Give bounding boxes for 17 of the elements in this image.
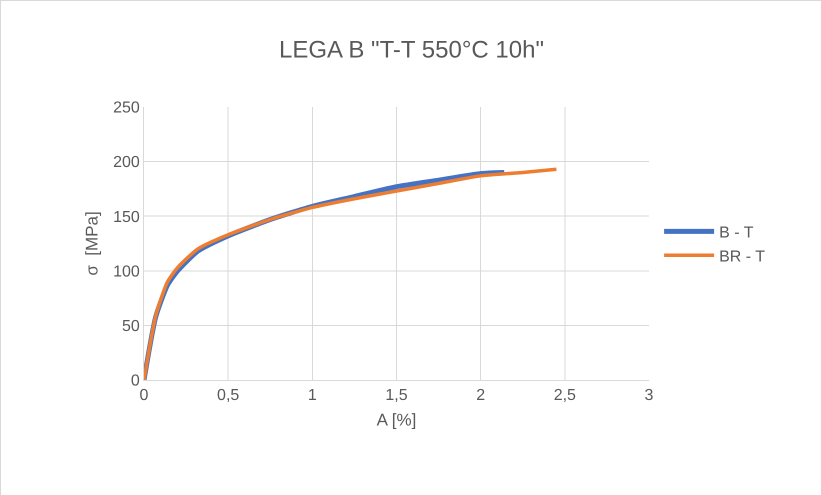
- x-tick-label: 1: [308, 387, 317, 404]
- chart-title: LEGA B "T-T 550°C 10h": [279, 36, 544, 64]
- x-tick-label: 1,5: [385, 387, 408, 404]
- legend-label: BR - T: [719, 248, 766, 266]
- x-tick-label: 0,5: [217, 387, 240, 404]
- legend-label: B - T: [719, 224, 754, 242]
- y-tick-label: 200: [113, 154, 140, 172]
- y-tick-label: 100: [113, 263, 140, 280]
- x-tick-label: 2: [476, 387, 486, 404]
- y-tick-label: 50: [122, 318, 140, 335]
- x-axis-title: A [%]: [376, 410, 416, 430]
- y-tick-label: 250: [113, 100, 140, 117]
- y-axis-title: σ [MPa]: [82, 211, 102, 276]
- y-tick-label: 0: [130, 372, 140, 390]
- x-tick-label: 2,5: [554, 387, 576, 404]
- y-tick-label: 150: [113, 208, 140, 226]
- x-tick-label: 3: [644, 387, 654, 404]
